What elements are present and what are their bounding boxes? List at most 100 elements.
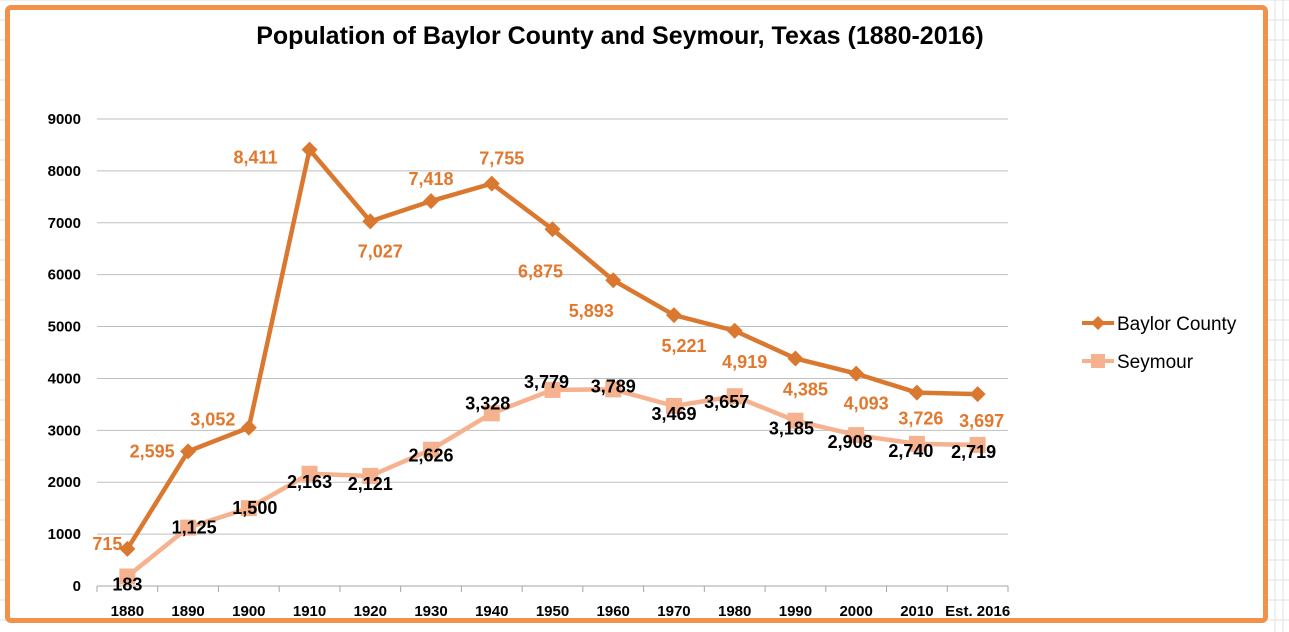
data-label: 7,755: [479, 149, 524, 169]
x-tick-label: 1880: [111, 603, 144, 620]
data-label: 3,789: [591, 376, 636, 396]
data-point-square[interactable]: [301, 465, 318, 482]
legend-label-baylor-county: Baylor County: [1117, 314, 1237, 335]
data-labels: 715 2,595 3,052 8,411 7,027 7,418 7,755 6,875 5,…: [92, 148, 1004, 595]
data-label: 4,385: [783, 379, 828, 399]
data-point-square[interactable]: [119, 568, 136, 585]
data-point-diamond[interactable]: [665, 307, 682, 324]
data-point-diamond[interactable]: [787, 350, 804, 367]
data-point-square[interactable]: [180, 519, 197, 536]
data-point-diamond[interactable]: [605, 272, 622, 289]
data-label: 715: [92, 534, 122, 554]
data-label: 5,221: [661, 336, 706, 356]
data-point-diamond[interactable]: [423, 193, 440, 210]
legend-label-seymour: Seymour: [1117, 352, 1194, 373]
data-point-diamond[interactable]: [969, 386, 986, 403]
data-point-square[interactable]: [665, 397, 682, 414]
data-label: 2,163: [287, 472, 332, 492]
data-label: 2,740: [888, 441, 933, 461]
legend-item-baylor-county[interactable]: Baylor County: [1082, 314, 1237, 335]
data-label: 2,908: [828, 432, 873, 452]
data-point-diamond[interactable]: [240, 419, 257, 436]
data-point-square[interactable]: [848, 427, 865, 444]
data-point-square[interactable]: [605, 381, 622, 398]
data-point-diamond[interactable]: [362, 213, 379, 230]
x-tick-label: 1890: [171, 603, 204, 620]
series-seymour: [119, 381, 986, 585]
x-tick-label: 1960: [597, 603, 630, 620]
data-label: 7,418: [409, 169, 454, 189]
y-tick-label: 0: [73, 578, 81, 595]
y-tick-label: 8000: [48, 163, 81, 180]
y-tick-label: 1000: [48, 526, 81, 543]
legend-square-icon: [1091, 354, 1105, 368]
data-label: 3,726: [898, 409, 943, 429]
data-label: 2,719: [951, 442, 996, 462]
chart-title: Population of Baylor County and Seymour,…: [256, 22, 984, 50]
data-label: 3,328: [465, 393, 510, 413]
data-label: 3,779: [524, 372, 569, 392]
data-point-square[interactable]: [240, 500, 257, 517]
x-tick-label: 1990: [779, 603, 812, 620]
data-label: 2,626: [409, 446, 454, 466]
gridlines: [97, 118, 1008, 535]
data-point-diamond[interactable]: [544, 221, 561, 238]
y-tick-label: 5000: [48, 319, 81, 336]
y-tick-label: 4000: [48, 370, 81, 387]
data-label: 3,052: [190, 410, 235, 430]
data-label: 4,093: [844, 394, 889, 414]
x-tick-label: 1950: [536, 603, 569, 620]
x-tick-label: 1920: [354, 603, 387, 620]
x-tick-label: 1970: [657, 603, 690, 620]
data-label: 2,595: [130, 441, 175, 461]
data-point-square[interactable]: [969, 436, 986, 453]
data-point-square[interactable]: [726, 388, 743, 405]
x-tick-label: 1980: [718, 603, 751, 620]
axes: 0 1000 2000 3000 4000 5000 6000 7000 8000 9000 188…: [48, 111, 1011, 620]
data-label: 1,125: [172, 518, 217, 538]
data-point-square[interactable]: [423, 441, 440, 458]
data-label: 2,121: [348, 474, 393, 494]
data-point-diamond[interactable]: [908, 384, 925, 401]
data-point-diamond[interactable]: [483, 175, 500, 192]
data-label: 6,875: [518, 261, 563, 281]
x-tick-label: 2000: [839, 603, 872, 620]
data-point-diamond[interactable]: [848, 365, 865, 382]
data-label: 8,411: [234, 148, 278, 168]
series-layer: [119, 141, 986, 585]
data-point-diamond[interactable]: [180, 443, 197, 460]
data-label: 3,657: [704, 392, 749, 412]
x-tick-label: 2010: [900, 603, 933, 620]
data-point-square[interactable]: [787, 412, 804, 429]
data-point-diamond[interactable]: [301, 141, 318, 158]
y-tick-label: 6000: [48, 267, 81, 284]
data-point-diamond[interactable]: [119, 540, 136, 557]
data-label: 3,469: [651, 404, 696, 424]
data-point-square[interactable]: [544, 381, 561, 398]
series-line: [125, 147, 978, 551]
data-label: 3,697: [959, 411, 1004, 431]
y-tick-label: 9000: [48, 111, 81, 128]
x-tick-label: 1910: [293, 603, 326, 620]
data-label: 7,027: [358, 241, 403, 261]
data-label: 3,185: [769, 419, 814, 439]
legend-diamond-icon: [1091, 316, 1105, 330]
legend: Baylor County Seymour: [1082, 314, 1237, 373]
x-tick-label: Est. 2016: [945, 603, 1010, 620]
y-tick-label: 3000: [48, 422, 81, 439]
data-label: 183: [112, 575, 142, 595]
y-tick-label: 2000: [48, 474, 81, 491]
y-tick-label: 7000: [48, 215, 81, 232]
data-point-square[interactable]: [908, 435, 925, 452]
data-point-diamond[interactable]: [726, 322, 743, 339]
data-label: 1,500: [232, 498, 277, 518]
x-tick-label: 1900: [232, 603, 265, 620]
data-point-square[interactable]: [362, 467, 379, 484]
series-baylor-county: [119, 141, 986, 557]
legend-item-seymour[interactable]: Seymour: [1082, 352, 1194, 373]
data-point-square[interactable]: [483, 405, 500, 422]
x-tick-label: 1940: [475, 603, 508, 620]
x-tick-label: 1930: [414, 603, 447, 620]
data-label: 4,919: [722, 352, 767, 372]
